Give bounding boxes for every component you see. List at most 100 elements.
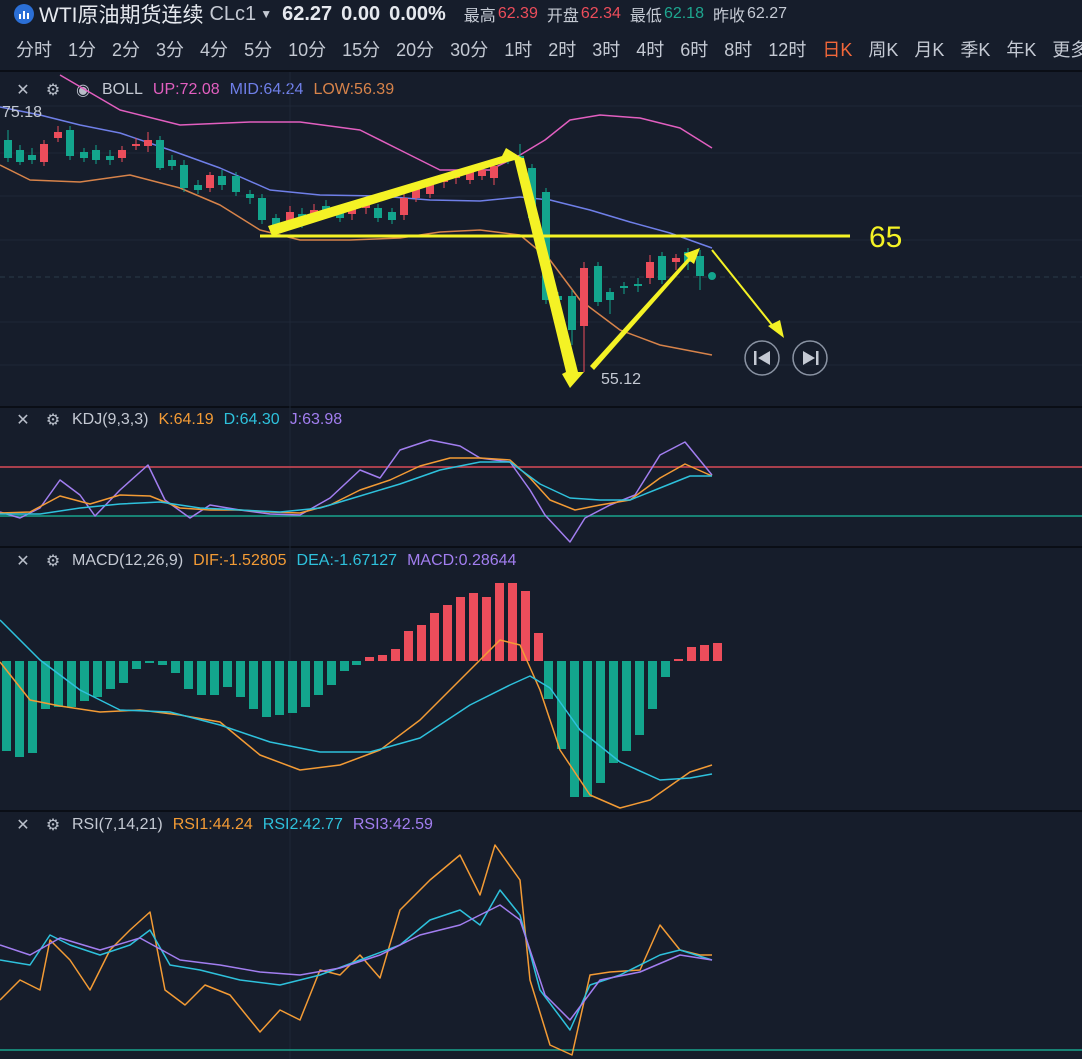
interval-tab[interactable]: 2分 [112, 40, 141, 60]
macd-bar [534, 633, 543, 661]
candle-body [606, 292, 614, 300]
candle-body [66, 130, 74, 156]
interval-tab[interactable]: 6时 [680, 40, 709, 60]
macd-bar [430, 613, 439, 661]
forecast-arrowhead [768, 320, 784, 338]
interval-tab[interactable]: 30分 [450, 40, 489, 60]
candle-body [106, 156, 114, 160]
macd-bar [352, 661, 361, 665]
rsi-3-line [0, 904, 713, 1021]
close-icon[interactable]: ✕ [16, 82, 30, 99]
interval-tab[interactable]: 8时 [724, 40, 753, 60]
interval-tab[interactable]: 12时 [768, 40, 807, 60]
interval-tab[interactable]: 分时 [16, 40, 52, 60]
trend-arrow-up [268, 148, 522, 236]
symbol-code[interactable]: CLc1 [209, 2, 257, 25]
max-price-label: 75.18 [2, 104, 42, 121]
macd-bar [508, 583, 517, 661]
prev-icon[interactable] [744, 340, 780, 376]
candle-body [218, 176, 226, 185]
close-icon[interactable]: ✕ [16, 553, 30, 570]
rsi-2: RSI2:42.77 [262, 816, 343, 833]
chart-logo-icon [14, 4, 34, 24]
settings-icon[interactable]: ⚙ [45, 817, 61, 834]
interval-tab[interactable]: 20分 [396, 40, 435, 60]
interval-tab[interactable]: 更多 [1052, 40, 1082, 60]
macd-bar [236, 661, 245, 697]
candle-body [400, 198, 408, 215]
price-change: 0.00 [341, 2, 381, 25]
macd-bar [570, 661, 579, 797]
boll-up: UP:72.08 [152, 81, 220, 98]
candle-body [54, 132, 62, 138]
macd-bar [210, 661, 219, 695]
boll-lower-line [0, 164, 713, 356]
next-icon[interactable] [792, 340, 828, 376]
symbol-name[interactable]: WTI原油期货连续 [39, 4, 204, 27]
macd-bar [648, 661, 657, 709]
interval-tab[interactable]: 1时 [504, 40, 533, 60]
current-price-dot [708, 272, 716, 280]
interval-tabs: 分时 1分 2分 3分 4分 5分 10分 15分 20分 30分 1时 2时 3时 4时 6时 8时 12时日… [0, 36, 1082, 62]
interval-tab[interactable]: 1分 [68, 40, 97, 60]
macd-bar [391, 649, 400, 661]
interval-tab[interactable]: 周K [868, 40, 899, 60]
close-icon[interactable]: ✕ [16, 817, 30, 834]
candle-body [40, 144, 48, 162]
price-change-pct: 0.00% [389, 2, 446, 25]
candle-body [594, 266, 602, 302]
kdj-j: J:63.98 [289, 411, 343, 428]
macd-bar [340, 661, 349, 671]
macd-bar [28, 661, 37, 753]
macd-bar [119, 661, 128, 683]
low-value: 62.18 [663, 5, 704, 22]
candle-body [634, 284, 642, 286]
interval-tab[interactable]: 年K [1006, 40, 1037, 60]
interval-tab[interactable]: 4时 [636, 40, 665, 60]
macd-bar [171, 661, 180, 673]
chevron-down-icon[interactable]: ▼ [260, 7, 273, 21]
interval-tab[interactable]: 季K [960, 40, 991, 60]
close-icon[interactable]: ✕ [16, 412, 30, 429]
macd-bar [54, 661, 63, 707]
interval-tab[interactable]: 日K [822, 40, 853, 60]
macd-bar [288, 661, 297, 713]
settings-icon[interactable]: ⚙ [45, 553, 61, 570]
macd-bar [404, 631, 413, 661]
candle-body [92, 150, 100, 160]
macd-bar [275, 661, 284, 715]
kdj-j-line [0, 439, 713, 543]
interval-tab[interactable]: 15分 [342, 40, 381, 60]
macd-name: MACD(12,26,9) [72, 552, 184, 569]
interval-tab[interactable]: 月K [914, 40, 945, 60]
rsi-legend: ✕ ⚙ RSI(7,14,21) RSI1:44.24 RSI2:42.77 R… [12, 814, 443, 836]
candle-body [580, 268, 588, 326]
interval-tab[interactable]: 4分 [200, 40, 229, 60]
candle-body [16, 150, 24, 162]
interval-tab[interactable]: 5分 [244, 40, 273, 60]
settings-icon[interactable]: ⚙ [45, 412, 61, 429]
candle-body [4, 140, 12, 158]
interval-tab[interactable]: 10分 [288, 40, 327, 60]
macd-bar [145, 661, 154, 663]
macd-bar [365, 657, 374, 661]
macd-bar [583, 661, 592, 797]
prev-close-value: 62.27 [747, 5, 788, 22]
rsi-1: RSI1:44.24 [172, 816, 253, 833]
macd-bar [158, 661, 167, 665]
interval-tab[interactable]: 2时 [548, 40, 577, 60]
candle-body [466, 172, 474, 180]
boll-low: LOW:56.39 [313, 81, 395, 98]
macd-bar [622, 661, 631, 751]
macd-dea: DEA:-1.67127 [296, 552, 398, 569]
rsi-2-line [0, 889, 713, 1031]
rsi-3: RSI3:42.59 [352, 816, 433, 833]
kdj-d-line [0, 461, 712, 515]
interval-tab[interactable]: 3分 [156, 40, 185, 60]
macd-legend: ✕ ⚙ MACD(12,26,9) DIF:-1.52805 DEA:-1.67… [12, 550, 526, 572]
macd-dea-line [0, 619, 713, 781]
boll-mid: MID:64.24 [229, 81, 304, 98]
interval-tab[interactable]: 3时 [592, 40, 621, 60]
settings-icon[interactable]: ⚙ [45, 82, 61, 99]
